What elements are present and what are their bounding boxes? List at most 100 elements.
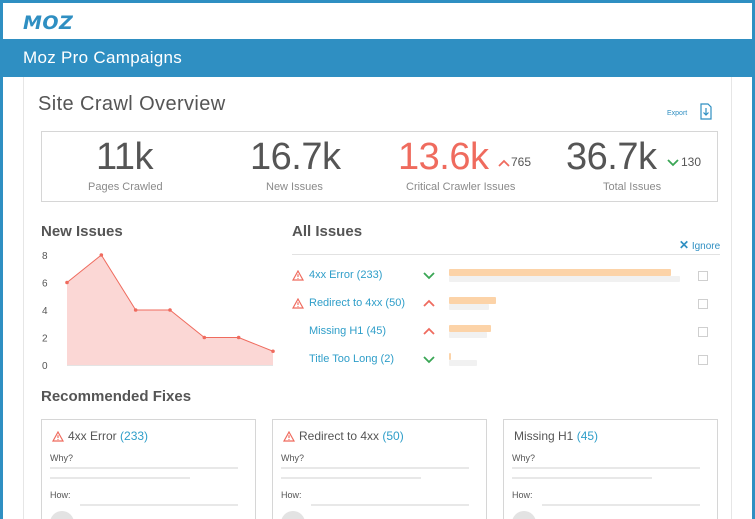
data-point bbox=[236, 335, 241, 340]
new-issues-chart: 8 6 4 2 0 bbox=[42, 251, 275, 372]
data-point bbox=[202, 335, 207, 340]
issue-row[interactable]: Missing H1 (45) bbox=[292, 322, 720, 344]
issue-row[interactable]: 4xx Error (233) bbox=[292, 266, 720, 288]
metric-delta: 130 bbox=[681, 155, 702, 169]
data-point bbox=[65, 280, 69, 285]
y-tick-label: 8 bbox=[42, 251, 48, 262]
y-tick-label: 4 bbox=[42, 306, 48, 317]
fix-count: (233) bbox=[120, 429, 149, 443]
why-label: Why? bbox=[512, 453, 536, 463]
placeholder-line bbox=[542, 504, 700, 506]
warning-icon bbox=[292, 298, 304, 309]
issue-bar-background bbox=[449, 276, 680, 282]
trend-down-icon bbox=[667, 159, 679, 167]
issue-label[interactable]: Missing H1 (45) bbox=[309, 325, 387, 337]
how-label: How: bbox=[512, 490, 533, 500]
main-content: Site Crawl Overview Export 11k Pages Cra… bbox=[3, 77, 752, 519]
fix-name: Redirect to 4xx bbox=[299, 429, 380, 443]
issue-bar bbox=[449, 325, 491, 332]
divider bbox=[292, 254, 720, 255]
why-label: Why? bbox=[281, 453, 305, 463]
placeholder-line bbox=[50, 477, 190, 479]
issue-label[interactable]: Redirect to 4xx (50) bbox=[309, 297, 405, 309]
y-tick-label: 0 bbox=[42, 361, 48, 372]
placeholder-line bbox=[512, 467, 700, 469]
content-left-border bbox=[23, 77, 24, 519]
ignore-checkbox[interactable] bbox=[698, 271, 708, 281]
ignore-checkbox[interactable] bbox=[698, 355, 708, 365]
trend-down-icon bbox=[423, 356, 435, 364]
fix-name: 4xx Error bbox=[68, 429, 117, 443]
ignore-label: Ignore bbox=[691, 241, 721, 252]
ignore-checkbox[interactable] bbox=[698, 299, 708, 309]
metric-value: 11k bbox=[96, 136, 153, 178]
fix-count: (50) bbox=[382, 429, 404, 443]
metric-label: Pages Crawled bbox=[88, 181, 163, 193]
ignore-checkbox[interactable] bbox=[698, 327, 708, 337]
fix-card[interactable]: Redirect to 4xx (50) Why? How: bbox=[272, 419, 487, 519]
placeholder-line bbox=[281, 467, 469, 469]
fix-name: Missing H1 bbox=[514, 429, 574, 443]
fix-card[interactable]: 4xx Error (233) Why? How: bbox=[41, 419, 256, 519]
fix-card-title: 4xx Error (233) bbox=[68, 429, 148, 443]
trend-up-icon bbox=[423, 327, 435, 335]
placeholder-line bbox=[512, 477, 652, 479]
metric-label: New Issues bbox=[266, 181, 323, 193]
y-tick-label: 2 bbox=[42, 334, 48, 345]
fix-card-title: Missing H1 (45) bbox=[514, 429, 598, 443]
avatar bbox=[281, 511, 305, 519]
trend-down-icon bbox=[423, 272, 435, 280]
metric-value: 36.7k bbox=[566, 136, 657, 178]
data-point bbox=[168, 308, 172, 312]
issue-bar-background bbox=[449, 360, 477, 366]
metric-total-issues: 36.7k 130 Total Issues bbox=[552, 132, 718, 203]
placeholder-line bbox=[311, 504, 469, 506]
trend-up-icon bbox=[498, 159, 510, 167]
header-title: Moz Pro Campaigns bbox=[23, 48, 183, 67]
how-label: How: bbox=[50, 490, 71, 500]
fix-card[interactable]: Missing H1 (45) Why? How: bbox=[503, 419, 718, 519]
issue-bar-background bbox=[449, 304, 489, 310]
metric-new-issues: 16.7k New Issues bbox=[212, 132, 382, 203]
issue-label[interactable]: 4xx Error (233) bbox=[309, 269, 383, 281]
trend-up-icon bbox=[423, 299, 435, 307]
avatar bbox=[512, 511, 536, 519]
close-icon: ✕ bbox=[679, 238, 690, 252]
data-point bbox=[271, 349, 275, 354]
metrics-summary: 11k Pages Crawled 16.7k New Issues 13.6k… bbox=[41, 131, 718, 202]
export-icon[interactable] bbox=[699, 103, 712, 120]
metric-pages-crawled: 11k Pages Crawled bbox=[42, 132, 212, 203]
export-link[interactable]: Export bbox=[667, 110, 688, 117]
issue-bar bbox=[449, 353, 451, 360]
issue-row[interactable]: Redirect to 4xx (50) bbox=[292, 294, 720, 316]
metric-label: Critical Crawler Issues bbox=[406, 181, 516, 193]
issue-bar bbox=[449, 269, 671, 276]
campaigns-header: Moz Pro Campaigns bbox=[3, 39, 752, 77]
issue-bar bbox=[449, 297, 496, 304]
y-tick-label: 6 bbox=[42, 279, 48, 290]
ignore-button[interactable]: ✕ Ignore bbox=[679, 238, 720, 252]
issue-row[interactable]: Title Too Long (2) bbox=[292, 350, 720, 372]
warning-icon bbox=[52, 431, 64, 442]
data-point bbox=[133, 308, 138, 312]
metric-critical-crawler-issues: 13.6k 765 Critical Crawler Issues bbox=[382, 132, 552, 203]
page-title: Site Crawl Overview bbox=[38, 93, 226, 115]
moz-logo[interactable]: MOZ bbox=[23, 12, 74, 34]
issue-bar-background bbox=[449, 332, 487, 338]
warning-icon bbox=[283, 431, 295, 442]
metric-delta: 765 bbox=[511, 155, 532, 169]
recommended-fixes-title: Recommended Fixes bbox=[41, 388, 192, 405]
all-issues-title: All Issues bbox=[292, 223, 363, 240]
fix-count: (45) bbox=[576, 429, 599, 443]
metric-label: Total Issues bbox=[603, 181, 662, 193]
issue-label[interactable]: Title Too Long (2) bbox=[309, 353, 394, 365]
new-issues-title: New Issues bbox=[41, 223, 123, 240]
avatar bbox=[50, 511, 74, 519]
why-label: Why? bbox=[50, 453, 74, 463]
fix-card-title: Redirect to 4xx (50) bbox=[299, 429, 404, 443]
top-bar: MOZ bbox=[3, 3, 752, 39]
placeholder-line bbox=[281, 477, 421, 479]
placeholder-line bbox=[80, 504, 238, 506]
data-point bbox=[99, 253, 104, 257]
warning-icon bbox=[292, 270, 304, 281]
